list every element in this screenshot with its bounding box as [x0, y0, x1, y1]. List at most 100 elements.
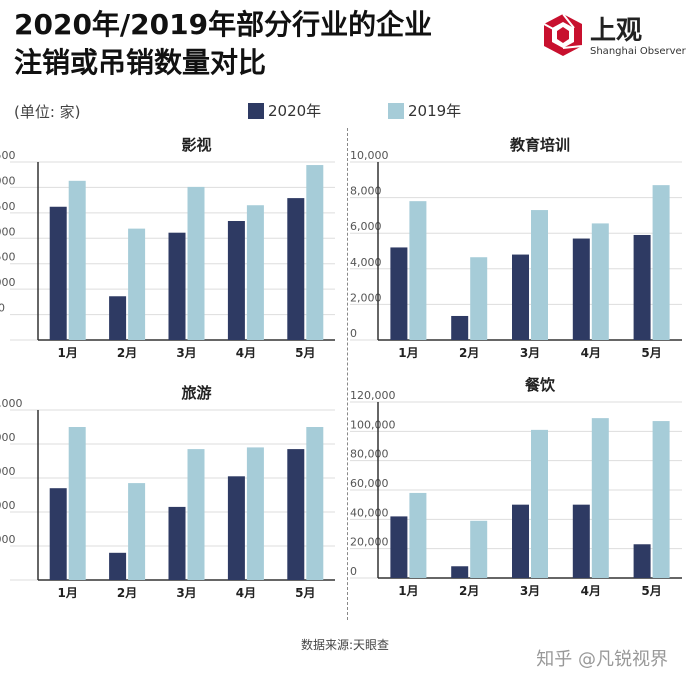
bar-2020 — [512, 504, 529, 578]
logo-english-text: Shanghai Observer — [590, 46, 686, 57]
y-tick-label: 10,000 — [0, 397, 23, 410]
bar-2019 — [591, 223, 609, 340]
bar-2020 — [287, 198, 305, 340]
shanghai-observer-logo: 上观 Shanghai Observer — [540, 10, 686, 62]
logo-mark-icon — [543, 13, 583, 56]
bar-2019 — [470, 257, 488, 340]
bar-2019 — [187, 449, 205, 580]
bar-2019 — [652, 185, 670, 340]
x-tick-label: 5月 — [295, 346, 315, 360]
bar-2019 — [652, 421, 670, 578]
x-tick-label: 1月 — [58, 586, 78, 600]
bar-2020 — [512, 254, 529, 340]
panel-divider — [347, 128, 348, 620]
bar-2020 — [572, 238, 590, 340]
x-tick-label: 1月 — [58, 346, 78, 360]
bar-2019 — [187, 186, 205, 340]
x-tick-label: 3月 — [176, 346, 196, 360]
data-source: 数据来源:天眼查 — [300, 638, 390, 652]
y-tick-label: 6,000 — [350, 220, 382, 233]
bar-2020 — [451, 315, 469, 340]
x-tick-label: 4月 — [236, 346, 256, 360]
x-tick-label: 2月 — [459, 584, 479, 598]
x-tick-label: 1月 — [398, 346, 418, 360]
bar-2019 — [68, 180, 86, 340]
x-tick-label: 5月 — [295, 586, 315, 600]
x-tick-label: 2月 — [459, 346, 479, 360]
y-tick-label: 60,000 — [350, 477, 389, 490]
y-tick-label: 1,500 — [0, 251, 16, 264]
x-tick-label: 5月 — [641, 584, 661, 598]
bar-2019 — [246, 447, 264, 580]
title-line-2: 注销或吊销数量对比 — [14, 46, 267, 79]
y-tick-label: 2,000 — [0, 533, 16, 546]
bar-2020 — [227, 220, 245, 340]
chart-catering: 餐饮 0 20,000 40,000 60,000 80,000 100,000 120,00… — [350, 376, 682, 598]
bar-2020 — [168, 232, 186, 340]
y-tick-label: 40,000 — [350, 506, 389, 519]
logo-chinese-text: 上观 — [590, 16, 643, 46]
panel-film: 影视05001,0001,5002,0002,5003,0003,5001月2月… — [0, 128, 345, 372]
y-tick-label: 80,000 — [350, 448, 389, 461]
y-tick-label: 8,000 — [0, 431, 16, 444]
legend-label-2020: 2020年 — [268, 102, 322, 120]
x-tick-label: 3月 — [520, 584, 540, 598]
bar-2020 — [633, 544, 651, 578]
page-title: 2020年/2019年部分行业的企业 注销或吊销数量对比 — [14, 6, 432, 82]
bar-2019 — [531, 429, 548, 578]
y-tick-label: 1,000 — [0, 276, 16, 289]
y-tick-label: 500 — [0, 302, 5, 315]
panel-education: 教育培训 0 2,000 4,000 6,000 8,000 10,000 1月 2月 3月 4月 5… — [348, 128, 690, 372]
bar-2020 — [390, 247, 408, 340]
legend-label-2019: 2019年 — [408, 102, 462, 120]
y-tick-label: 20,000 — [350, 536, 389, 549]
legend-item-2019: 2019年 — [388, 100, 461, 121]
y-tick-label: 100,000 — [350, 418, 396, 431]
bar-2019 — [409, 201, 427, 340]
x-tick-label: 4月 — [581, 584, 601, 598]
bar-2019 — [306, 165, 324, 340]
bar-2020 — [633, 234, 651, 340]
bar-2019 — [128, 483, 146, 580]
x-tick-label: 1月 — [398, 584, 418, 598]
bar-2019 — [306, 427, 324, 580]
bar-2019 — [68, 427, 86, 580]
chart-title: 影视 — [181, 136, 211, 154]
y-tick-label: 0 — [350, 327, 357, 340]
y-tick-label: 3,000 — [0, 174, 16, 187]
y-tick-label: 2,500 — [0, 200, 16, 213]
bar-2020 — [168, 506, 186, 580]
panel-catering: 餐饮 0 20,000 40,000 60,000 80,000 100,000 120,00… — [348, 372, 690, 616]
y-tick-label: 2,000 — [350, 291, 382, 304]
chart-education: 教育培训 0 2,000 4,000 6,000 8,000 10,000 1月 2月 3月 4月 5… — [350, 136, 682, 360]
unit-label: (单位: 家) — [14, 103, 81, 121]
chart-title: 餐饮 — [525, 376, 556, 394]
bar-2020 — [109, 552, 127, 580]
bar-2020 — [572, 504, 590, 578]
title-line-1: 2020年/2019年部分行业的企业 — [14, 8, 433, 41]
x-tick-label: 3月 — [176, 586, 196, 600]
bar-2019 — [591, 418, 609, 578]
bar-2020 — [227, 476, 245, 580]
x-tick-label: 2月 — [117, 586, 137, 600]
y-tick-label: 8,000 — [350, 185, 382, 198]
legend-swatch-2020 — [248, 102, 264, 119]
x-tick-label: 4月 — [236, 586, 256, 600]
legend-swatch-2019 — [388, 102, 404, 119]
y-tick-label: 120,000 — [350, 389, 396, 402]
y-tick-label: 4,000 — [350, 256, 382, 269]
x-tick-label: 4月 — [581, 346, 601, 360]
bar-2019 — [128, 228, 146, 340]
bar-2019 — [470, 520, 488, 578]
chart-title: 教育培训 — [509, 136, 570, 154]
x-tick-label: 3月 — [520, 346, 540, 360]
y-tick-label: 4,000 — [0, 499, 16, 512]
bar-2020 — [109, 296, 127, 340]
y-tick-label: 2,000 — [0, 225, 16, 238]
y-tick-label: 10,000 — [350, 149, 389, 162]
x-tick-label: 2月 — [117, 346, 137, 360]
bar-2020 — [287, 449, 305, 580]
legend-item-2020: 2020年 — [248, 100, 321, 121]
